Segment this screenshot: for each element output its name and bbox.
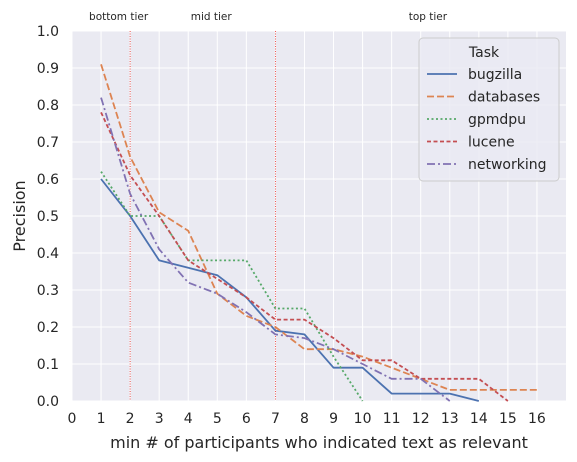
series-line-databases xyxy=(100,64,537,391)
x-tick-label: 16 xyxy=(528,411,546,427)
y-tick-label: 0.2 xyxy=(37,320,59,336)
x-tick-label: 3 xyxy=(155,411,164,427)
series-line-networking xyxy=(100,97,451,402)
legend-label-bugzilla: bugzilla xyxy=(468,67,522,83)
x-tick-label: 8 xyxy=(300,411,309,427)
y-tick-label: 0.0 xyxy=(37,394,59,410)
x-axis-title: min # of participants who indicated text… xyxy=(110,433,528,452)
y-tick-label: 0.7 xyxy=(37,135,59,151)
tier-labels: bottom tier mid tier top tier xyxy=(89,11,448,23)
x-tick-label: 6 xyxy=(242,411,251,427)
y-axis-title: Precision xyxy=(10,180,29,251)
legend-label-lucene: lucene xyxy=(468,135,515,151)
y-tick-label: 0.8 xyxy=(37,98,59,114)
tier-label: mid tier xyxy=(191,11,233,23)
series-line-bugzilla xyxy=(100,178,480,402)
legend: Task bugzilla databases gpmdpu lucene networ… xyxy=(418,37,560,182)
x-tick-label: 12 xyxy=(412,411,430,427)
legend-label-gpmdpu: gpmdpu xyxy=(468,112,526,128)
x-tick-label: 9 xyxy=(329,411,338,427)
x-tick-label: 1 xyxy=(97,411,106,427)
x-tick-label: 5 xyxy=(213,411,222,427)
x-tick-label: 11 xyxy=(383,411,401,427)
x-tick-label: 4 xyxy=(184,411,193,427)
y-tick-label: 0.6 xyxy=(37,172,59,188)
y-tick-label: 1.0 xyxy=(37,24,59,40)
x-tick-label: 7 xyxy=(271,411,280,427)
series-lines xyxy=(100,64,537,402)
y-tick-label: 0.4 xyxy=(37,246,59,262)
series-line-gpmdpu xyxy=(100,171,364,402)
x-tick-labels: 0 1 2 3 4 5 6 7 8 9 10 11 12 13 14 15 16 xyxy=(68,411,546,427)
x-tick-label: 0 xyxy=(68,411,77,427)
y-tick-label: 0.3 xyxy=(37,283,59,299)
y-tick-label: 0.1 xyxy=(37,357,59,373)
tier-label: bottom tier xyxy=(89,11,149,23)
x-tick-label: 13 xyxy=(441,411,459,427)
x-tick-label: 2 xyxy=(126,411,135,427)
y-tick-label: 0.9 xyxy=(37,61,59,77)
x-tick-label: 14 xyxy=(470,411,488,427)
x-tick-label: 10 xyxy=(354,411,372,427)
series-line-lucene xyxy=(100,112,509,402)
x-tick-label: 15 xyxy=(499,411,517,427)
tier-label: top tier xyxy=(409,11,448,23)
legend-items: bugzilla databases gpmdpu lucene networking xyxy=(427,67,547,173)
y-tick-labels: 0.0 0.1 0.2 0.3 0.4 0.5 0.6 0.7 0.8 0.9 1.0 xyxy=(37,24,59,410)
legend-label-databases: databases xyxy=(468,90,540,106)
legend-title: Task xyxy=(468,45,500,61)
y-tick-label: 0.5 xyxy=(37,209,59,225)
legend-label-networking: networking xyxy=(468,157,547,173)
